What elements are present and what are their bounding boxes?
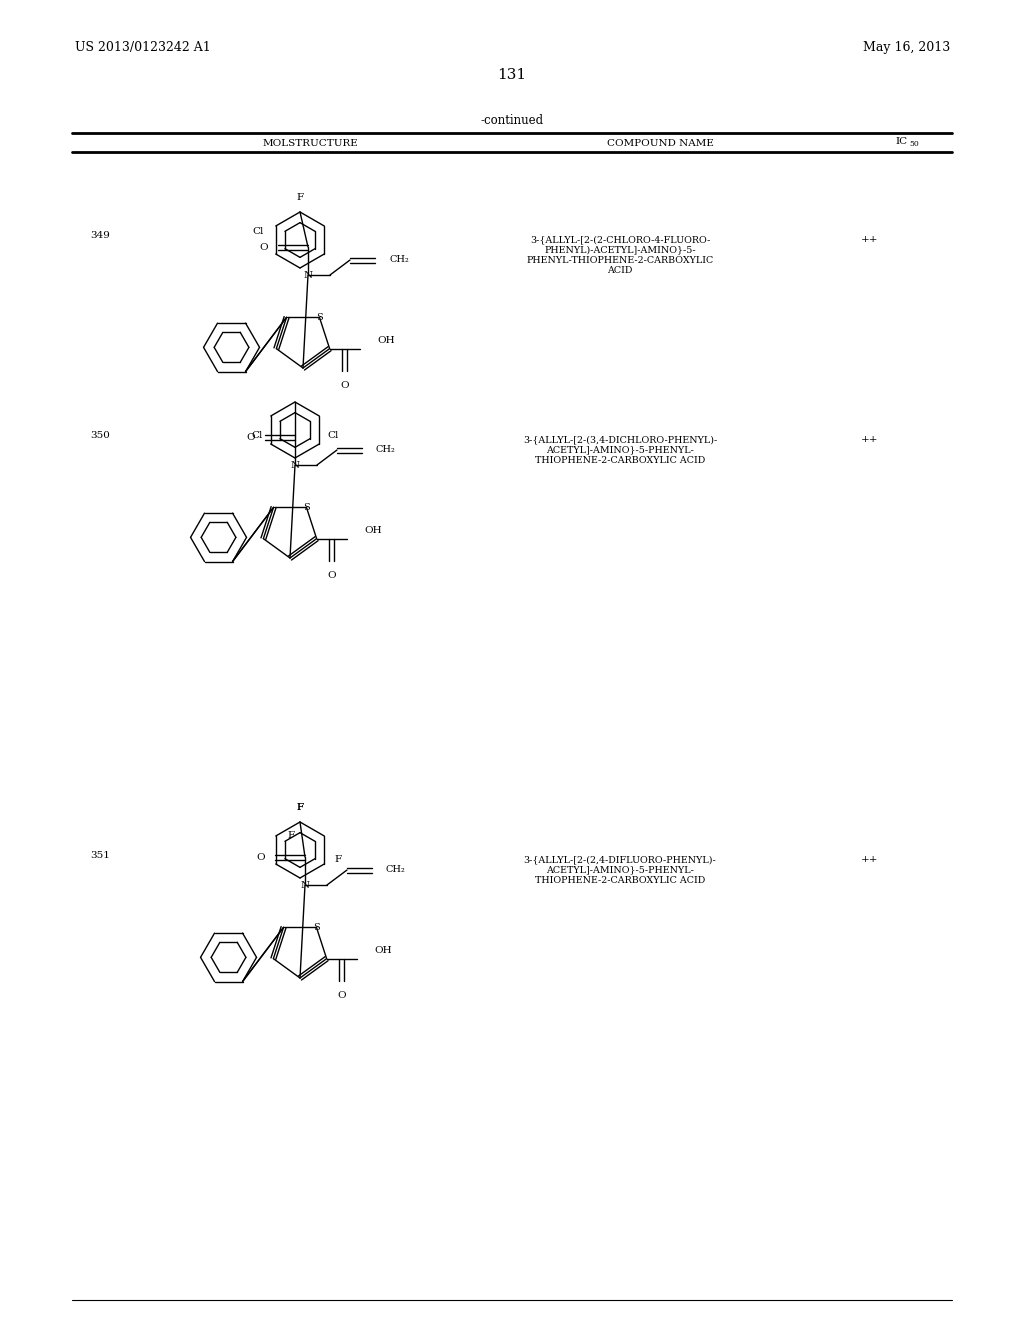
Text: Cl: Cl (252, 227, 264, 235)
Text: May 16, 2013: May 16, 2013 (863, 41, 950, 54)
Text: -continued: -continued (480, 114, 544, 127)
Text: O: O (256, 853, 265, 862)
Text: 50: 50 (909, 140, 919, 148)
Text: F: F (334, 854, 341, 863)
Text: ++: ++ (861, 436, 879, 444)
Text: F: F (296, 803, 303, 812)
Text: CH₂: CH₂ (386, 866, 406, 874)
Text: CH₂: CH₂ (376, 446, 395, 454)
Text: O: O (340, 380, 349, 389)
Text: N: N (291, 461, 300, 470)
Text: O: O (259, 243, 268, 252)
Text: F: F (296, 193, 303, 202)
Text: F: F (288, 832, 295, 841)
Text: S: S (303, 503, 310, 512)
Text: COMPOUND NAME: COMPOUND NAME (606, 139, 714, 148)
Text: ++: ++ (861, 855, 879, 865)
Text: F: F (296, 803, 303, 812)
Text: CH₂: CH₂ (389, 256, 409, 264)
Text: O: O (337, 990, 346, 999)
Text: O: O (247, 433, 255, 441)
Text: 351: 351 (90, 850, 110, 859)
Text: OH: OH (365, 527, 382, 535)
Text: OH: OH (378, 337, 395, 345)
Text: O: O (328, 570, 336, 579)
Text: US 2013/0123242 A1: US 2013/0123242 A1 (75, 41, 211, 54)
Text: 350: 350 (90, 430, 110, 440)
Text: N: N (300, 880, 309, 890)
Text: 131: 131 (498, 69, 526, 82)
Text: N: N (303, 271, 312, 280)
Text: ++: ++ (861, 235, 879, 244)
Text: Cl: Cl (251, 432, 263, 441)
Text: 3-{ALLYL-[2-(2,4-DIFLUORO-PHENYL)-
ACETYL]-AMINO}-5-PHENYL-
THIOPHENE-2-CARBOXYL: 3-{ALLYL-[2-(2,4-DIFLUORO-PHENYL)- ACETY… (523, 855, 717, 884)
Text: 3-{ALLYL-[2-(3,4-DICHLORO-PHENYL)-
ACETYL]-AMINO}-5-PHENYL-
THIOPHENE-2-CARBOXYL: 3-{ALLYL-[2-(3,4-DICHLORO-PHENYL)- ACETY… (523, 436, 717, 465)
Text: Cl: Cl (328, 432, 339, 441)
Text: 349: 349 (90, 231, 110, 239)
Text: IC: IC (895, 136, 907, 145)
Text: S: S (316, 313, 323, 322)
Text: MOLSTRUCTURE: MOLSTRUCTURE (262, 139, 357, 148)
Text: OH: OH (375, 946, 392, 956)
Text: 3-{ALLYL-[2-(2-CHLORO-4-FLUORO-
PHENYL)-ACETYL]-AMINO}-5-
PHENYL-THIOPHENE-2-CAR: 3-{ALLYL-[2-(2-CHLORO-4-FLUORO- PHENYL)-… (526, 235, 714, 275)
Text: S: S (313, 923, 319, 932)
